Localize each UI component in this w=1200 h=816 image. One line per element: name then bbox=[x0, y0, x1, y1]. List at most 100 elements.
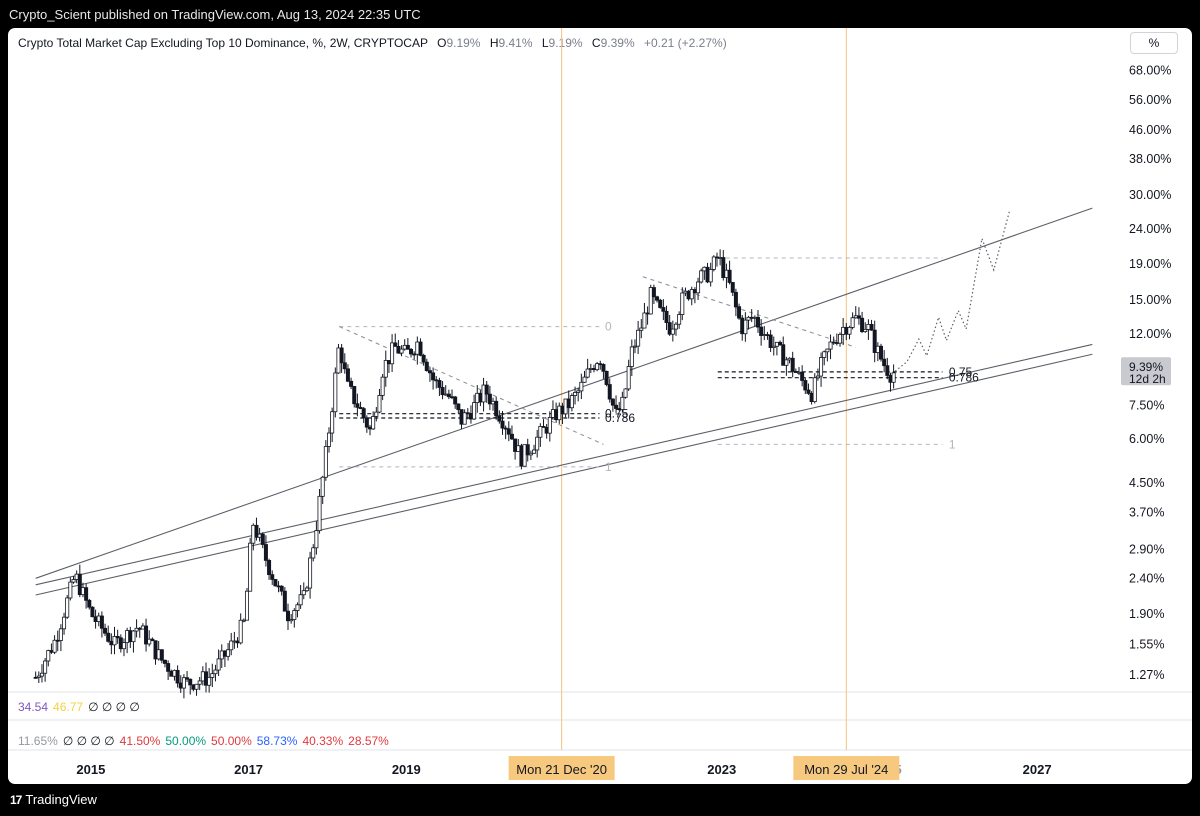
tradingview-logo[interactable]: 17 TradingView bbox=[10, 792, 97, 807]
candle-body bbox=[718, 257, 723, 259]
candle-body bbox=[607, 384, 612, 400]
candle-body bbox=[554, 409, 559, 421]
candle-body bbox=[134, 627, 139, 632]
candle-body bbox=[257, 533, 262, 538]
candle-body bbox=[790, 357, 795, 372]
y-tick-label: 1.55% bbox=[1129, 638, 1164, 652]
candle-body bbox=[617, 408, 622, 410]
candle-body bbox=[434, 379, 439, 382]
y-tick-label: 1.90% bbox=[1129, 607, 1164, 621]
candle-body bbox=[658, 299, 663, 308]
trendline-2 bbox=[35, 353, 1093, 596]
candle-body bbox=[705, 266, 710, 283]
candle-body bbox=[409, 348, 414, 355]
candle-body bbox=[819, 357, 824, 377]
unit-toggle-button[interactable]: % bbox=[1130, 32, 1178, 54]
candle-body bbox=[692, 289, 697, 294]
candle-body bbox=[352, 386, 357, 405]
candle-body bbox=[52, 639, 57, 653]
candle-body bbox=[566, 398, 571, 409]
candle-body bbox=[614, 404, 619, 409]
candle-body bbox=[260, 533, 265, 545]
candle-body bbox=[547, 417, 552, 434]
candle-body bbox=[632, 345, 637, 348]
candle-body bbox=[317, 495, 322, 532]
candle-body bbox=[232, 640, 237, 643]
chart-panel[interactable]: Crypto Total Market Cap Excluding Top 10… bbox=[8, 28, 1192, 784]
candle-body bbox=[374, 411, 379, 417]
candle-body bbox=[169, 670, 174, 677]
candle-body bbox=[639, 327, 644, 331]
x-tick-label: 2023 bbox=[707, 762, 736, 777]
fib-level-label: 0 bbox=[605, 320, 612, 334]
open-value: 9.19% bbox=[446, 36, 481, 50]
candle-body bbox=[440, 387, 445, 396]
candle-body bbox=[450, 396, 455, 399]
y-tick-label: 68.00% bbox=[1129, 64, 1171, 78]
tradingview-brand: TradingView bbox=[25, 792, 97, 807]
fib-level-label: 0.75 bbox=[949, 365, 973, 379]
candle-body bbox=[812, 377, 817, 402]
candle-body bbox=[462, 412, 467, 425]
publisher-text: Crypto_Scient published on TradingView.c… bbox=[9, 7, 421, 22]
candle-body bbox=[308, 557, 313, 589]
candle-body bbox=[822, 351, 827, 358]
candle-body bbox=[339, 347, 344, 364]
x-tick-label: 2027 bbox=[1023, 762, 1052, 777]
trendline-1 bbox=[35, 343, 1093, 586]
candle-body bbox=[642, 312, 647, 329]
candle-body bbox=[58, 628, 63, 641]
candle-body bbox=[702, 266, 707, 272]
low-label: L bbox=[541, 36, 549, 50]
y-tick-label: 1.27% bbox=[1129, 668, 1164, 682]
candle-body bbox=[667, 322, 672, 335]
candle-body bbox=[453, 396, 458, 405]
candle-body bbox=[595, 363, 600, 371]
indicator-1-value-0: 34.54 bbox=[18, 700, 49, 714]
candle-body bbox=[213, 669, 218, 675]
candle-body bbox=[730, 282, 735, 293]
candle-body bbox=[427, 370, 432, 374]
candle-body bbox=[137, 627, 142, 630]
candle-body bbox=[645, 312, 650, 315]
candle-body bbox=[714, 256, 719, 259]
current-price-value: 9.39% bbox=[1129, 360, 1163, 374]
candle-body bbox=[39, 672, 44, 677]
candle-body bbox=[588, 368, 593, 370]
indicator-row-1: 34.54 46.77 ∅ ∅ ∅ ∅ bbox=[18, 700, 145, 714]
candle-body bbox=[721, 257, 726, 278]
candle-body bbox=[655, 296, 660, 301]
candle-body bbox=[443, 393, 448, 396]
candle-body bbox=[806, 389, 811, 394]
candle-body bbox=[733, 291, 738, 308]
candle-body bbox=[582, 376, 587, 383]
y-tick-label: 15.00% bbox=[1129, 293, 1171, 307]
candle-body bbox=[320, 476, 325, 497]
candle-body bbox=[128, 630, 133, 643]
candle-body bbox=[696, 281, 701, 294]
candle-body bbox=[345, 368, 350, 382]
candle-body bbox=[825, 348, 830, 353]
publisher-bar: Crypto_Scient published on TradingView.c… bbox=[0, 0, 1200, 30]
indicator-2-value-5: 58.73% bbox=[256, 734, 298, 748]
y-tick-label: 12.00% bbox=[1129, 327, 1171, 341]
x-tick-label: 2019 bbox=[392, 762, 421, 777]
candle-body bbox=[478, 392, 483, 403]
candle-body bbox=[421, 354, 426, 363]
candle-body bbox=[800, 371, 805, 381]
candle-body bbox=[519, 445, 524, 467]
candle-body bbox=[115, 635, 120, 639]
candle-body bbox=[573, 392, 578, 396]
candle-body bbox=[803, 380, 808, 391]
candle-body bbox=[90, 606, 95, 618]
candle-body bbox=[683, 290, 688, 294]
candle-body bbox=[740, 317, 745, 335]
candle-body bbox=[591, 368, 596, 371]
candle-body bbox=[156, 649, 161, 660]
candle-body bbox=[503, 427, 508, 430]
current-price-countdown: 12d 2h bbox=[1129, 372, 1166, 386]
candle-body bbox=[569, 395, 574, 409]
price-chart[interactable]: 00.750.78610.750.786168.00%56.00%46.00%3… bbox=[8, 28, 1192, 784]
candle-body bbox=[323, 446, 328, 478]
candle-body bbox=[576, 390, 581, 393]
